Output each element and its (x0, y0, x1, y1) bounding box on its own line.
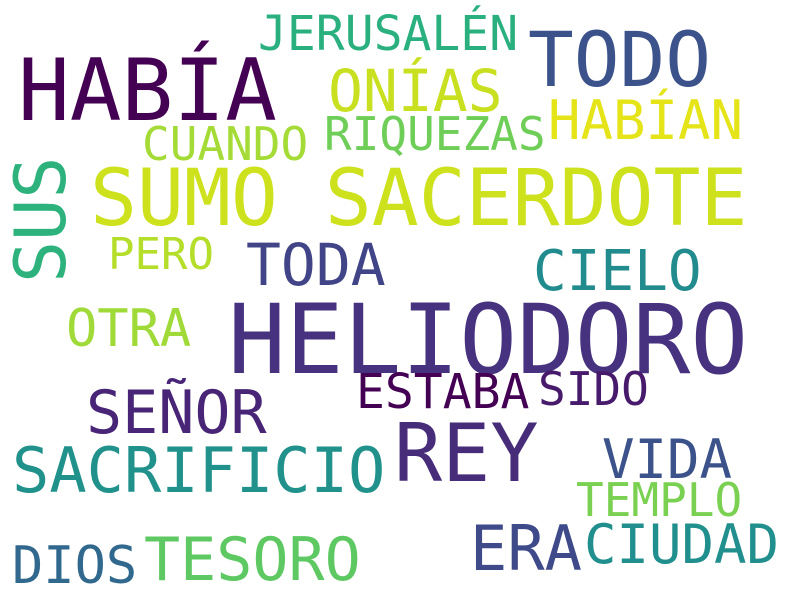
word-dios: DIOS (12, 536, 138, 596)
word-habia: HABÍA (18, 41, 277, 141)
word-tesoro: TESORO (144, 525, 361, 595)
word-sumo-sacerdote: SUMO SACERDOTE (90, 154, 748, 244)
word-ciudad: CIUDAD (584, 513, 780, 576)
word-jerusalen: JERUSALÉN (258, 6, 519, 62)
word-sacrificio: SACRIFICIO (12, 434, 386, 507)
word-sus: SUS (0, 156, 82, 283)
word-todo: TODO (528, 15, 712, 104)
word-vida: VIDA (602, 428, 733, 491)
word-pero: PERO (108, 229, 214, 280)
word-onias: ONÍAS (328, 57, 503, 125)
word-senor: SEÑOR (86, 378, 267, 448)
word-estaba: ESTABA (356, 364, 530, 420)
word-templo: TEMPLO (576, 473, 743, 527)
word-era: ERA (470, 512, 582, 585)
word-riquezas: RIQUEZAS (324, 107, 546, 161)
word-cuando: CUANDO (142, 117, 309, 171)
word-toda: TODA (246, 231, 386, 299)
word-otra: OTRA (66, 299, 192, 359)
word-sido: SIDO (538, 362, 649, 416)
word-rey: REY (394, 407, 539, 500)
word-habian: HABÍAN (548, 89, 744, 152)
word-cielo: CIELO (533, 239, 702, 304)
word-heliodoro: HELIODORO (228, 284, 749, 396)
